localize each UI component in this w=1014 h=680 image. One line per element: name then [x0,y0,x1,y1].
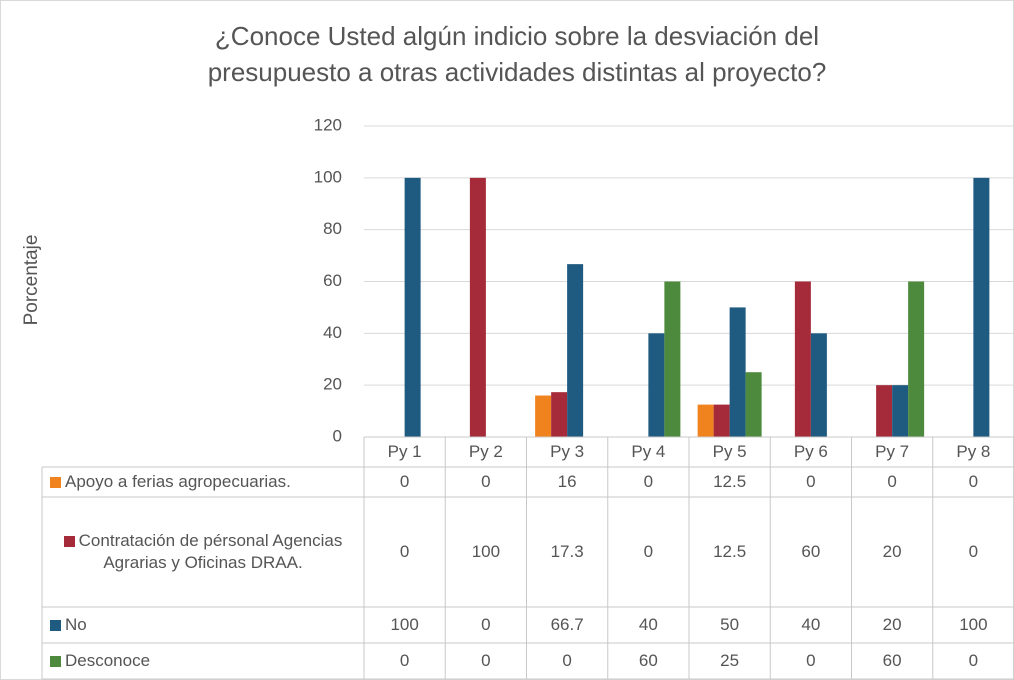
table-value: 66.7 [550,615,584,634]
table-value: 0 [968,651,979,670]
bar [551,392,568,437]
table-value: 0 [399,542,410,561]
table-value: 60 [801,542,821,561]
legend-label: Contratación de pérsonal Agencias Agrari… [52,530,354,574]
table-value: 20 [882,615,902,634]
table-value: 0 [481,651,491,670]
bar [908,281,925,437]
table-value: 100 [471,542,501,561]
bar [404,177,421,438]
y-tick-label: 120 [314,115,342,134]
y-tick-label: 60 [323,271,342,290]
table-value: 50 [720,615,740,634]
chart-title: ¿Conoce Usted algún indicio sobre la des… [207,21,827,87]
table-value: 12.5 [713,542,747,561]
table-value: 0 [806,472,816,491]
legend-swatch [50,476,61,488]
bar [973,177,990,438]
table-value: 100 [959,615,988,634]
x-tick-label: Py 2 [468,442,503,461]
y-axis-label: Porcentaje [21,235,42,326]
x-tick-label: Py 1 [387,442,422,461]
table-value: 60 [882,651,902,670]
legend-label: Apoyo a ferias agropecuarias. [65,472,291,491]
y-tick-label: 40 [323,323,342,342]
legend-swatch [50,619,61,631]
bar [648,333,665,437]
legend-item: Desconoce [42,643,364,679]
table-value: 0 [399,651,410,670]
bar [810,333,827,437]
x-tick-label: Py 6 [793,442,828,461]
bar [697,404,714,437]
table-value: 12.5 [713,472,747,491]
bar [794,281,811,437]
bar [535,395,552,437]
table-value: 0 [562,651,572,670]
table-value: 0 [887,472,897,491]
table-value: 40 [801,615,821,634]
table-value: 0 [968,542,979,561]
legend-swatch [63,536,75,548]
table-value: 20 [882,542,902,561]
table-value: 100 [390,615,419,634]
legend-swatch [50,655,61,667]
bar [664,281,681,437]
legend-item: Apoyo a ferias agropecuarias. [42,467,364,497]
y-tick-label: 100 [314,167,342,186]
bar [745,372,762,437]
table-value: 0 [481,615,491,634]
y-tick-label: 80 [323,219,342,238]
legend-item: No [42,607,364,643]
table-value: 60 [638,651,658,670]
legend-label: Desconoce [65,651,151,670]
table-value: 0 [643,542,654,561]
table-value: 0 [806,651,816,670]
bar [892,385,909,437]
table-value: 16 [557,472,577,491]
bar [567,264,584,437]
bar [469,177,486,438]
x-tick-label: Py 5 [712,442,747,461]
bar [713,404,730,437]
legend-item: Contratación de pérsonal Agencias Agrari… [42,497,364,607]
table-value: 40 [638,615,658,634]
x-tick-label: Py 8 [956,442,991,461]
table-value: 0 [968,472,979,491]
table-value: 0 [481,472,491,491]
x-tick-label: Py 7 [875,442,910,461]
table-value: 25 [720,651,740,670]
bar [729,307,746,437]
y-tick-label: 20 [323,375,342,394]
x-tick-label: Py 4 [631,442,666,461]
table-value: 17.3 [550,542,584,561]
x-tick-label: Py 3 [550,442,585,461]
bar [876,385,893,437]
legend-label: No [65,615,87,634]
table-value: 0 [643,472,654,491]
table-value: 0 [399,472,410,491]
y-tick-label: 0 [333,426,342,445]
